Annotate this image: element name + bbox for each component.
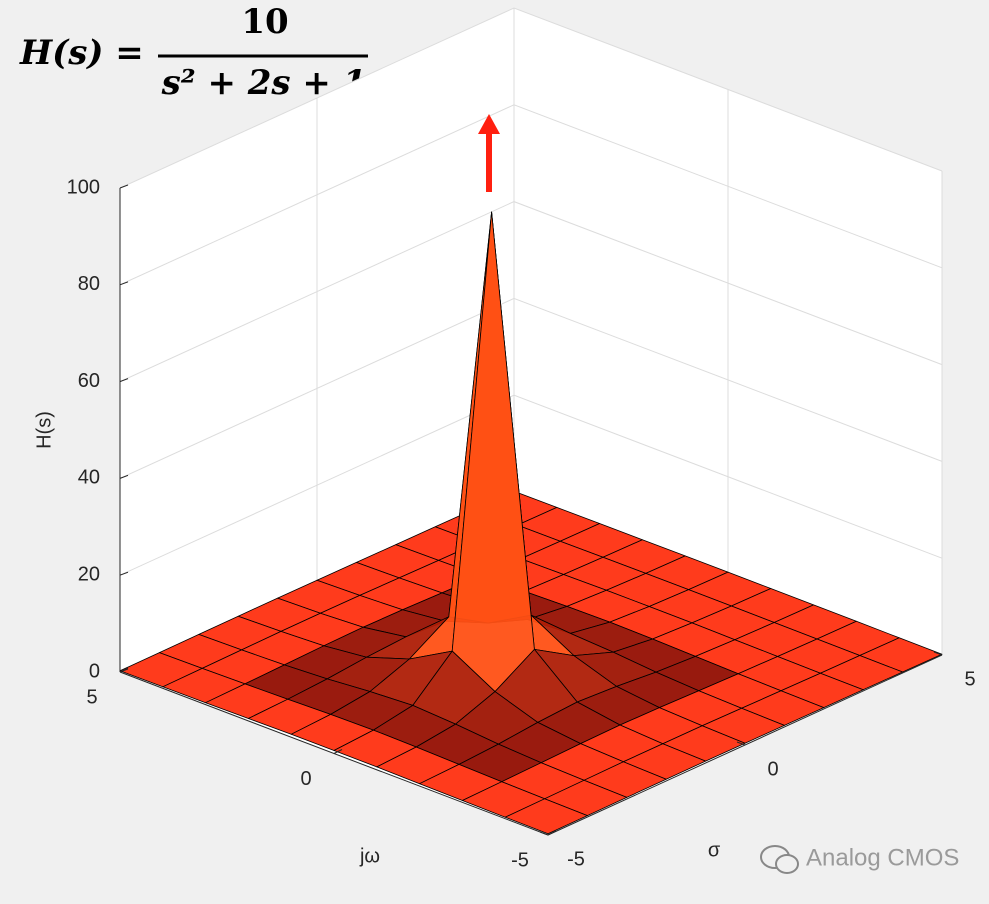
z-tick (119, 571, 129, 576)
formula-numerator: 10 (241, 2, 288, 42)
watermark-text: Analog CMOS (806, 844, 959, 871)
x-tick (736, 741, 746, 746)
z-tick-label: 80 (78, 273, 100, 295)
z-tick-label: 40 (78, 467, 100, 489)
peak-arrow (478, 114, 500, 192)
axes: 0 20 40 60 80 100 -5 0 5 -5 0 5 (67, 176, 976, 871)
watermark: Analog CMOS (760, 844, 959, 874)
z-tick (119, 378, 129, 383)
y-tick-label: 5 (86, 686, 97, 708)
x-tick-label: 5 (964, 668, 975, 690)
x-tick-label: 0 (767, 758, 778, 780)
z-axis-label: H(s) (33, 411, 55, 449)
z-tick-label: 20 (78, 563, 100, 585)
x-axis-label: σ (708, 839, 721, 861)
y-tick-label: -5 (511, 849, 529, 871)
y-tick (547, 830, 557, 836)
x-tick (933, 651, 943, 656)
z-tick (119, 281, 129, 286)
surface-patch (504, 798, 588, 835)
x-tick-label: -5 (567, 848, 585, 870)
y-tick (119, 667, 129, 673)
surface (119, 211, 943, 835)
z-tick (119, 184, 129, 189)
z-tick (119, 474, 129, 479)
x-tick (539, 831, 549, 836)
y-tick (333, 749, 343, 754)
z-tick-label: 100 (67, 176, 100, 198)
formula-lhs: H(s) = (19, 33, 144, 73)
z-tick-label: 0 (89, 660, 100, 682)
y-axis-label: jω (359, 845, 380, 867)
z-tick-label: 60 (78, 370, 100, 392)
arrow-head (478, 114, 500, 134)
watermark-icon (775, 854, 799, 874)
y-tick-label: 0 (300, 768, 311, 790)
